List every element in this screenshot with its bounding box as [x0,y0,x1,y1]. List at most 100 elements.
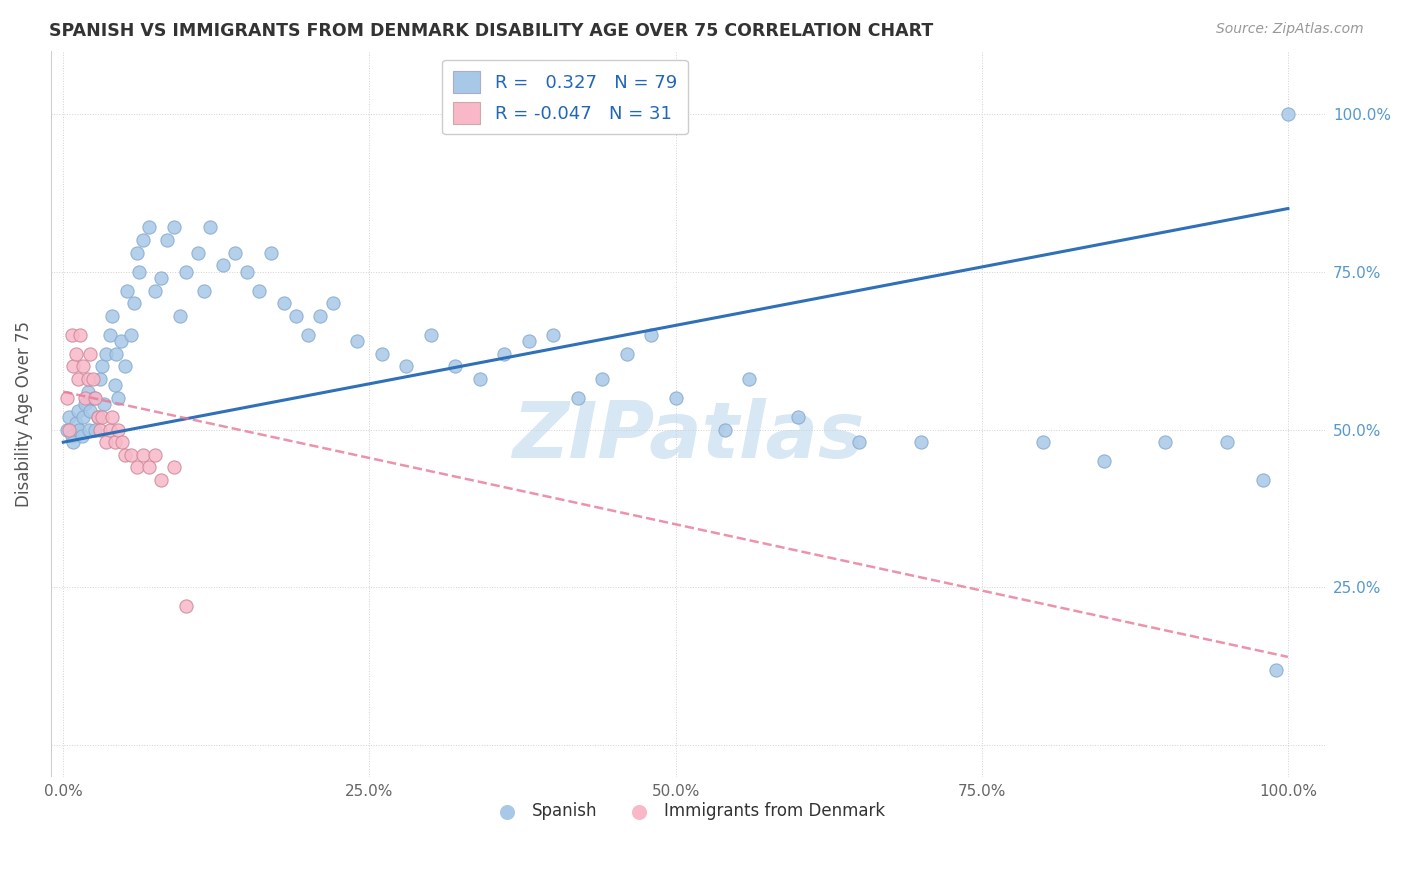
Point [616,347,638,361]
Point [111,435,134,450]
Point [395,359,418,374]
Point [76,372,98,386]
Point [132,448,155,462]
Point [124,296,146,310]
Point [75,391,97,405]
Point [1032,435,1054,450]
Point [162,220,184,235]
Point [1264,663,1286,677]
Point [66,403,89,417]
Point [1092,454,1115,468]
Point [787,409,810,424]
Point [143,448,166,462]
Point [174,265,197,279]
Point [187,245,209,260]
Point [591,372,613,386]
Point [107,423,129,437]
Point [67,423,90,437]
Point [346,334,368,348]
Point [70,429,93,443]
Point [114,359,136,374]
Point [91,409,114,424]
Point [86,409,108,424]
Point [107,391,129,405]
Text: Source: ZipAtlas.com: Source: ZipAtlas.com [1216,22,1364,37]
Point [125,245,148,260]
Point [79,403,101,417]
Point [60,327,83,342]
Text: SPANISH VS IMMIGRANTS FROM DENMARK DISABILITY AGE OVER 75 CORRELATION CHART: SPANISH VS IMMIGRANTS FROM DENMARK DISAB… [49,22,934,40]
Point [79,347,101,361]
Point [101,309,124,323]
Point [65,347,87,361]
Point [128,265,150,279]
Point [138,460,160,475]
Point [1215,435,1237,450]
Point [76,384,98,399]
Point [62,359,84,374]
Point [419,327,441,342]
Point [120,448,142,462]
Point [494,347,516,361]
Point [69,327,91,342]
Point [236,265,259,279]
Point [58,409,80,424]
Point [83,391,105,405]
Point [156,233,179,247]
Point [150,473,173,487]
Point [1154,435,1177,450]
Point [96,435,118,450]
Point [297,327,319,342]
Point [62,435,84,450]
Point [150,271,173,285]
Point [86,409,108,424]
Point [211,259,233,273]
Point [322,296,344,310]
Point [444,359,467,374]
Point [110,334,132,348]
Point [98,327,121,342]
Point [260,245,283,260]
Point [101,409,124,424]
Point [132,233,155,247]
Y-axis label: Disability Age Over 75: Disability Age Over 75 [15,321,32,507]
Point [567,391,589,405]
Point [89,372,111,386]
Point [541,327,564,342]
Point [640,327,662,342]
Point [273,296,295,310]
Point [93,397,115,411]
Point [77,423,100,437]
Point [104,435,127,450]
Text: ZIPatlas: ZIPatlas [512,398,863,474]
Point [665,391,688,405]
Point [125,460,148,475]
Point [56,391,79,405]
Point [713,423,735,437]
Point [138,220,160,235]
Point [193,284,215,298]
Point [309,309,332,323]
Point [120,327,142,342]
Point [115,284,138,298]
Point [82,372,104,386]
Point [169,309,191,323]
Point [910,435,932,450]
Point [162,460,184,475]
Point [72,409,94,424]
Point [143,284,166,298]
Point [1277,107,1299,121]
Point [89,423,111,437]
Point [104,378,127,392]
Point [84,391,107,405]
Point [468,372,491,386]
Point [104,347,127,361]
Point [200,220,222,235]
Point [65,416,87,430]
Legend: Spanish, Immigrants from Denmark: Spanish, Immigrants from Denmark [484,796,891,827]
Point [1253,473,1275,487]
Point [91,359,114,374]
Point [96,347,118,361]
Point [247,284,270,298]
Point [224,245,246,260]
